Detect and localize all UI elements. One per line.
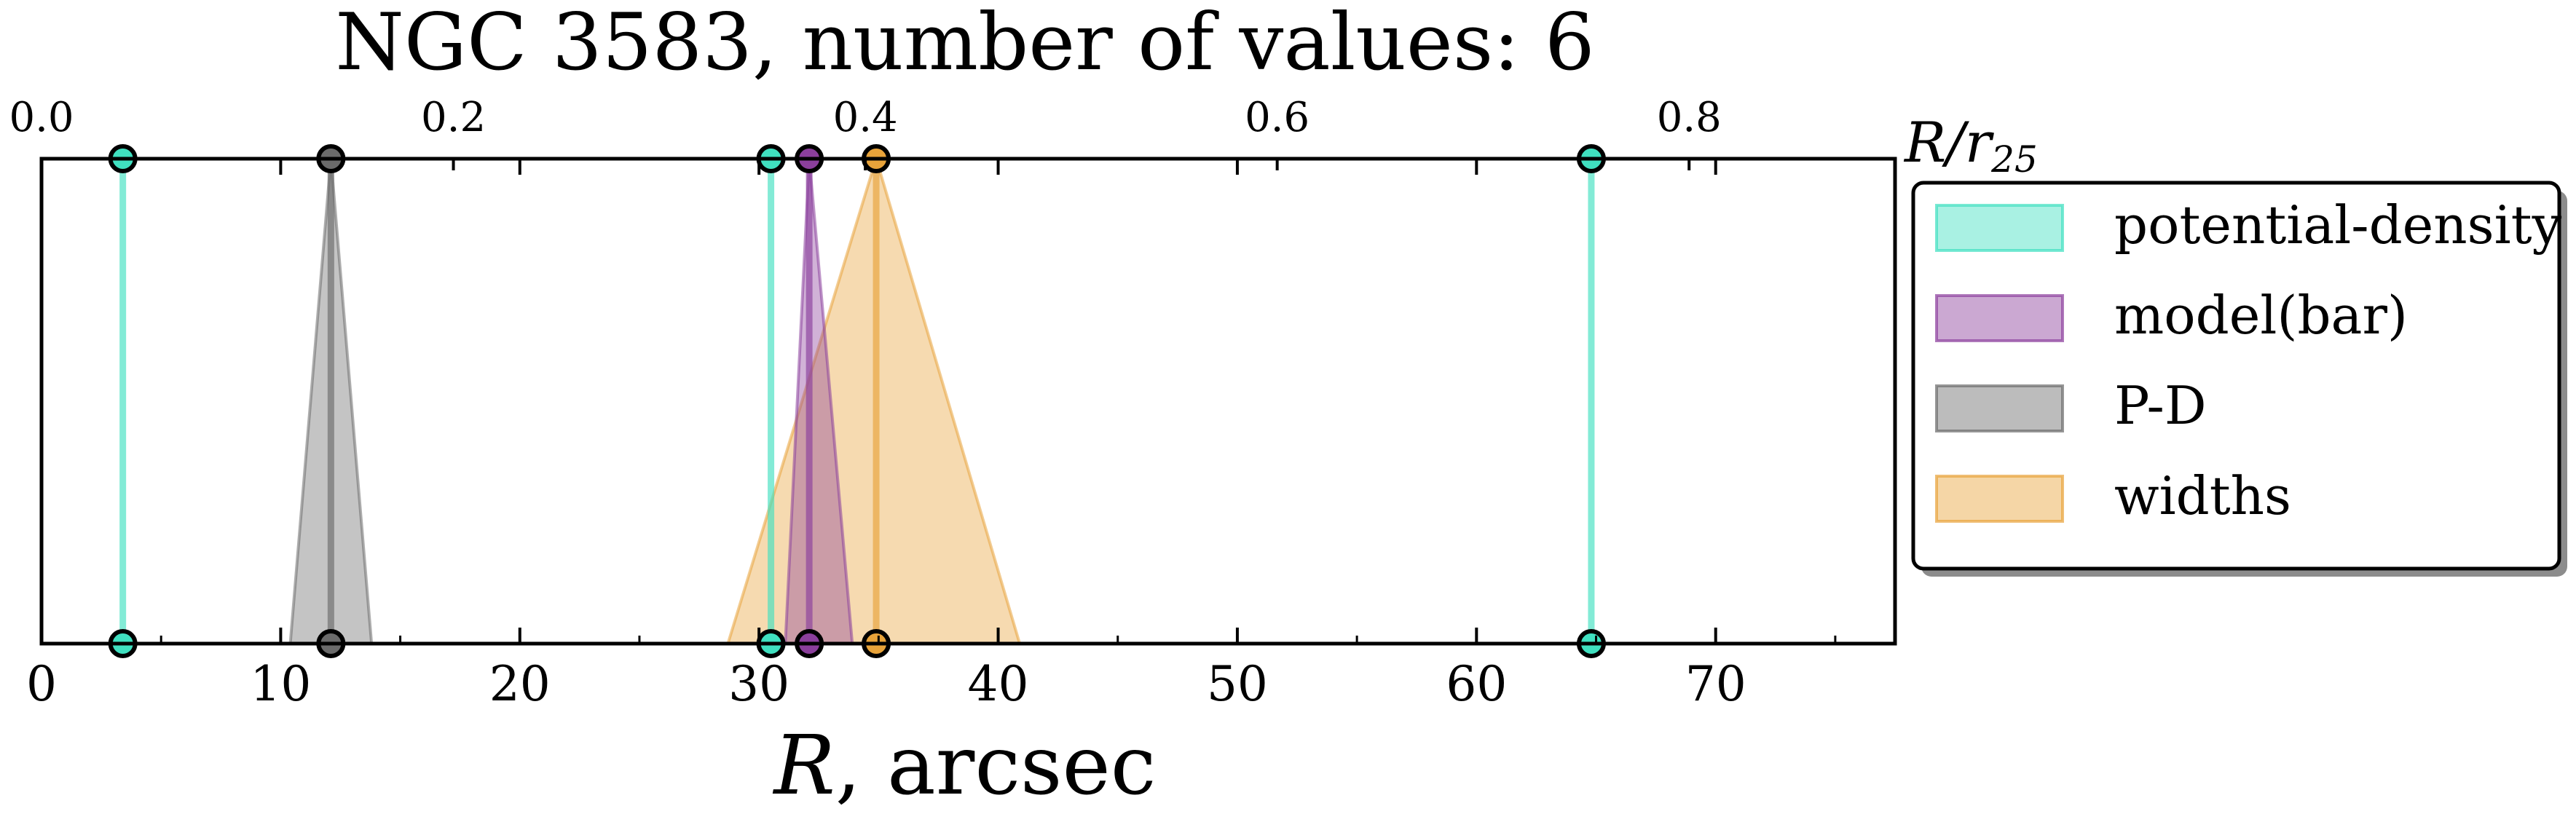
- legend-swatch-model-bar: [1935, 294, 2064, 342]
- top-tick-label: 0.4: [833, 94, 898, 141]
- legend-label-p-d: P-D: [2114, 375, 2207, 436]
- x-axis-label-unit: , arcsec: [835, 719, 1157, 813]
- legend: potential-density model(bar) P-D widths: [1911, 181, 2567, 577]
- chart-title: NGC 3583, number of values: 6: [335, 0, 1594, 88]
- x-tick-label: 10: [250, 656, 311, 712]
- legend-label-widths: widths: [2114, 465, 2291, 526]
- legend-label-model-bar: model(bar): [2114, 285, 2408, 346]
- top-tick-label: 0.6: [1245, 94, 1309, 141]
- x-tick-label: 20: [489, 656, 551, 712]
- x-axis-label: R, arcsec: [772, 719, 1156, 813]
- bottom-axis: 0 10 20 30 40 50 60 70: [26, 159, 1837, 712]
- top-axis-label: R/r25: [1903, 110, 2038, 181]
- x-tick-label: 70: [1685, 656, 1746, 712]
- x-tick-label: 30: [728, 656, 789, 712]
- plot-marks: [108, 144, 1606, 658]
- x-axis-label-var: R: [772, 719, 835, 813]
- x-tick-label: 50: [1207, 656, 1268, 712]
- legend-box: [1911, 181, 2561, 571]
- legend-swatch-widths: [1935, 475, 2064, 523]
- x-tick-label: 0: [26, 656, 57, 712]
- x-tick-label: 40: [968, 656, 1029, 712]
- legend-label-potential-density: potential-density: [2114, 194, 2562, 256]
- top-axis: 0.0 0.2 0.4 0.6 0.8: [9, 94, 1722, 170]
- legend-swatch-p-d: [1935, 384, 2064, 432]
- top-tick-label: 0.2: [421, 94, 486, 141]
- legend-swatch-potential-density: [1935, 204, 2064, 252]
- top-tick-label: 0.8: [1657, 94, 1722, 141]
- top-tick-label: 0.0: [9, 94, 74, 141]
- x-tick-label: 60: [1446, 656, 1507, 712]
- plot-frame: [39, 157, 1897, 646]
